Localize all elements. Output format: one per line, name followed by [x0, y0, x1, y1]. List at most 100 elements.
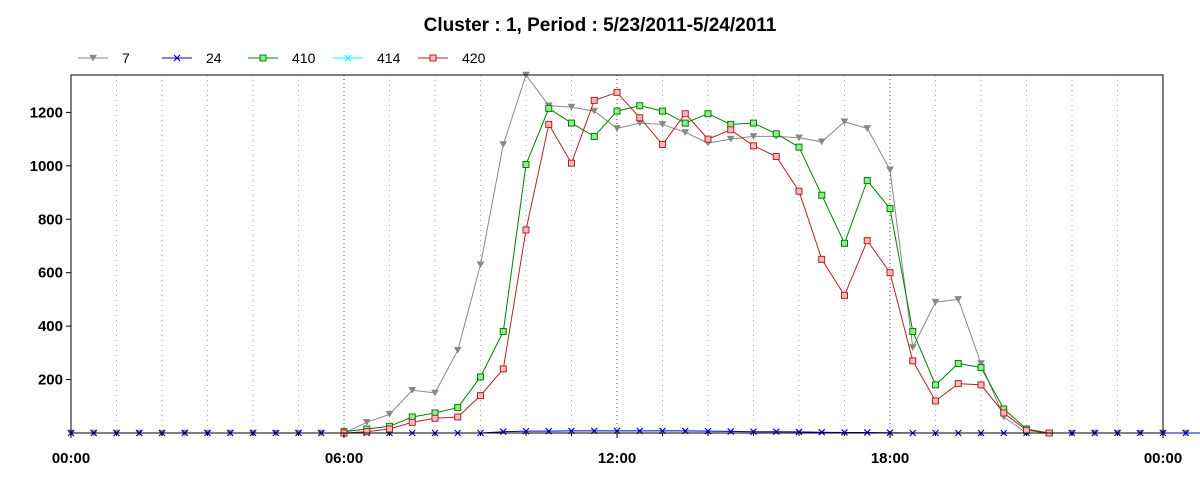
- data-point-410: [954, 360, 962, 368]
- data-point-7: [863, 125, 872, 132]
- data-point-410: [977, 364, 985, 372]
- data-point-7: [431, 389, 439, 397]
- legend-label: 7: [122, 50, 130, 66]
- data-point-420: [795, 187, 803, 195]
- data-point-7: [681, 129, 690, 136]
- legend-marker: [429, 54, 437, 62]
- data-point-420: [431, 414, 439, 422]
- data-point-410: [932, 381, 939, 389]
- data-point-410: [886, 205, 894, 213]
- data-point-410: [454, 404, 462, 412]
- x-tick-label: 00:00: [52, 450, 90, 467]
- data-point-7: [476, 261, 485, 269]
- data-point-420: [522, 226, 530, 234]
- data-point-410: [841, 239, 848, 247]
- data-point-410: [909, 327, 917, 335]
- legend-item-410: 410: [248, 50, 316, 66]
- data-point-410: [659, 107, 666, 115]
- legend-label: 420: [462, 50, 486, 66]
- data-point-7: [385, 411, 394, 418]
- data-point-420: [613, 88, 621, 96]
- series-line-410: [343, 105, 1050, 434]
- data-point-420: [909, 357, 917, 365]
- legend-marker: [344, 54, 352, 62]
- y-tick-label: 1000: [30, 158, 63, 175]
- data-point-420: [818, 255, 826, 263]
- data-point-420: [954, 380, 962, 388]
- data-point-410: [545, 104, 553, 112]
- data-point-420: [499, 365, 507, 373]
- data-point-420: [408, 418, 416, 426]
- data-point-7: [726, 135, 735, 143]
- legend-marker: [89, 54, 97, 62]
- data-point-410: [772, 130, 780, 138]
- data-point-420: [386, 425, 393, 433]
- data-point-7: [453, 346, 462, 354]
- data-point-7: [749, 133, 758, 140]
- data-point-7: [840, 118, 849, 126]
- data-point-410: [522, 161, 530, 168]
- legend-label: 414: [377, 50, 401, 66]
- data-point-24: [841, 429, 848, 436]
- data-point-24: [1182, 429, 1190, 437]
- series-24: [67, 427, 1200, 437]
- data-point-7: [886, 166, 894, 174]
- data-point-7: [613, 125, 621, 132]
- data-point-7: [795, 134, 803, 142]
- series-line-7: [71, 73, 1200, 434]
- data-point-24: [750, 428, 757, 436]
- series-line-420: [343, 91, 1050, 434]
- y-tick-label: 1200: [30, 104, 63, 121]
- data-point-420: [659, 140, 666, 148]
- legend-label: 24: [206, 50, 222, 66]
- data-point-420: [363, 428, 371, 436]
- y-tick-label: 400: [38, 318, 63, 335]
- legend: 7 24 410 414 420: [78, 50, 486, 66]
- data-point-420: [477, 392, 484, 400]
- data-point-420: [704, 135, 712, 143]
- axes-ticks: 200 400 600 800 1000 1200 00:00 06:00 12:00 18:00…: [30, 104, 1183, 467]
- data-point-410: [681, 119, 689, 127]
- data-point-420: [1023, 426, 1030, 434]
- data-point-24: [499, 428, 507, 436]
- data-point-420: [681, 110, 689, 118]
- data-point-7: [817, 138, 826, 146]
- series-410: [340, 102, 1053, 437]
- series-layer: [67, 71, 1200, 437]
- data-point-7: [977, 360, 985, 368]
- y-tick-label: 600: [38, 265, 63, 282]
- legend-item-24: 24: [162, 50, 222, 66]
- data-point-410: [477, 373, 484, 381]
- data-point-410: [636, 102, 644, 110]
- data-point-410: [499, 327, 507, 335]
- data-point-420: [636, 114, 644, 122]
- data-point-7: [908, 344, 917, 352]
- data-point-420: [772, 152, 780, 160]
- data-point-410: [704, 110, 712, 118]
- data-point-420: [568, 159, 575, 167]
- data-point-420: [841, 291, 848, 299]
- data-point-7: [567, 103, 576, 111]
- legend-marker: [259, 54, 267, 62]
- data-point-410: [568, 119, 575, 127]
- data-point-420: [977, 381, 985, 389]
- data-point-410: [818, 191, 826, 199]
- data-point-420: [863, 237, 871, 245]
- x-tick-label: 12:00: [598, 450, 636, 467]
- series-7: [67, 71, 1200, 437]
- data-point-24: [772, 428, 780, 436]
- y-tick-label: 200: [38, 372, 63, 389]
- data-point-410: [795, 143, 803, 151]
- x-tick-label: 00:00: [1144, 450, 1182, 467]
- data-point-7: [408, 387, 417, 394]
- legend-item-7: 7: [78, 50, 130, 66]
- data-point-410: [613, 107, 621, 115]
- data-point-420: [750, 142, 757, 150]
- data-point-420: [727, 126, 735, 134]
- data-point-24: [795, 428, 803, 436]
- data-point-7: [590, 107, 599, 115]
- legend-label: 410: [292, 50, 316, 66]
- data-point-7: [362, 419, 371, 426]
- data-point-410: [590, 132, 598, 140]
- data-point-7: [954, 296, 963, 303]
